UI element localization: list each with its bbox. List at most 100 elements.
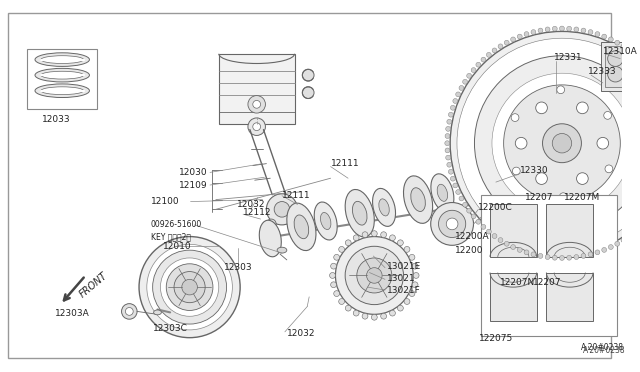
Text: 13021F: 13021F — [387, 286, 420, 295]
Ellipse shape — [638, 57, 640, 62]
Ellipse shape — [524, 32, 529, 36]
Ellipse shape — [615, 40, 620, 45]
Ellipse shape — [41, 56, 84, 64]
Text: 12010: 12010 — [163, 242, 192, 251]
Ellipse shape — [588, 252, 593, 257]
Ellipse shape — [381, 232, 387, 238]
Circle shape — [543, 124, 581, 163]
Ellipse shape — [445, 148, 450, 153]
Ellipse shape — [412, 282, 418, 288]
Bar — [490, 273, 537, 321]
Bar — [481, 195, 618, 336]
Ellipse shape — [154, 310, 161, 315]
Ellipse shape — [633, 52, 637, 57]
Circle shape — [161, 258, 219, 316]
Ellipse shape — [346, 240, 351, 246]
Circle shape — [457, 38, 640, 248]
Text: FRONT: FRONT — [77, 271, 109, 300]
Ellipse shape — [517, 34, 522, 39]
Circle shape — [288, 219, 298, 229]
Bar — [219, 54, 294, 124]
Ellipse shape — [412, 263, 418, 269]
Text: 13021: 13021 — [387, 274, 415, 283]
Ellipse shape — [35, 68, 90, 82]
Circle shape — [174, 272, 205, 303]
Ellipse shape — [498, 238, 503, 243]
Ellipse shape — [409, 291, 415, 296]
Ellipse shape — [445, 155, 451, 160]
Ellipse shape — [552, 26, 557, 31]
Ellipse shape — [595, 32, 600, 36]
Circle shape — [536, 173, 547, 185]
Text: 12112: 12112 — [243, 208, 271, 217]
Ellipse shape — [353, 201, 367, 225]
Ellipse shape — [259, 220, 282, 257]
Ellipse shape — [331, 282, 337, 288]
Ellipse shape — [476, 219, 481, 224]
Ellipse shape — [287, 203, 316, 251]
Ellipse shape — [413, 273, 419, 278]
Circle shape — [511, 114, 519, 122]
Text: 12303: 12303 — [224, 263, 253, 272]
Text: 12032: 12032 — [287, 329, 316, 338]
Ellipse shape — [277, 247, 287, 253]
Ellipse shape — [459, 196, 464, 201]
Ellipse shape — [456, 92, 461, 97]
Text: 12207: 12207 — [533, 278, 561, 287]
Ellipse shape — [362, 232, 368, 238]
Bar — [601, 42, 630, 91]
Ellipse shape — [248, 96, 266, 113]
Circle shape — [607, 67, 623, 82]
Circle shape — [345, 246, 403, 305]
Circle shape — [492, 73, 632, 213]
Bar — [547, 273, 593, 321]
Ellipse shape — [474, 171, 488, 195]
Ellipse shape — [504, 241, 509, 246]
Ellipse shape — [531, 252, 536, 257]
Text: 12310A: 12310A — [603, 47, 637, 56]
Ellipse shape — [498, 44, 503, 49]
Circle shape — [515, 137, 527, 149]
Ellipse shape — [353, 310, 359, 316]
Bar — [490, 203, 537, 257]
Ellipse shape — [294, 215, 308, 239]
Ellipse shape — [453, 99, 458, 103]
Ellipse shape — [397, 240, 403, 246]
Bar — [605, 46, 626, 87]
Ellipse shape — [372, 188, 396, 227]
Ellipse shape — [567, 26, 572, 31]
Ellipse shape — [471, 214, 476, 219]
Text: 12109: 12109 — [179, 180, 208, 189]
Ellipse shape — [345, 189, 374, 237]
Text: 12111: 12111 — [331, 159, 359, 168]
Ellipse shape — [253, 123, 260, 131]
Ellipse shape — [447, 119, 452, 124]
Ellipse shape — [486, 229, 492, 234]
Ellipse shape — [302, 87, 314, 99]
Text: 12330: 12330 — [520, 166, 548, 175]
Ellipse shape — [517, 247, 522, 252]
Ellipse shape — [463, 79, 468, 84]
Text: 12111: 12111 — [282, 191, 310, 200]
Ellipse shape — [333, 254, 340, 260]
Ellipse shape — [524, 250, 529, 255]
Text: 12030: 12030 — [179, 168, 208, 177]
Circle shape — [607, 51, 623, 67]
Ellipse shape — [574, 27, 579, 32]
Text: 12207N: 12207N — [500, 278, 535, 287]
Ellipse shape — [41, 71, 84, 79]
Circle shape — [577, 173, 588, 185]
Ellipse shape — [404, 247, 410, 252]
Text: 12032: 12032 — [237, 200, 265, 209]
Ellipse shape — [595, 250, 600, 255]
Ellipse shape — [538, 28, 543, 33]
Ellipse shape — [339, 299, 344, 304]
Ellipse shape — [339, 247, 344, 252]
Ellipse shape — [390, 235, 396, 241]
Text: 12333: 12333 — [588, 67, 617, 76]
Circle shape — [122, 304, 137, 319]
Ellipse shape — [615, 241, 620, 246]
Ellipse shape — [274, 202, 290, 217]
Ellipse shape — [459, 86, 464, 90]
Circle shape — [552, 134, 572, 153]
